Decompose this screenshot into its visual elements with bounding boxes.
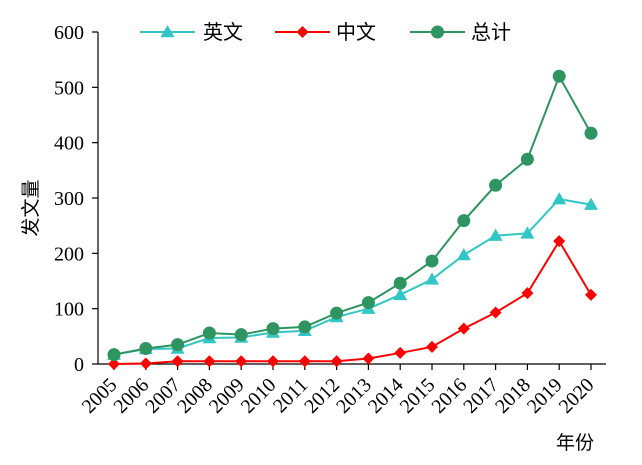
y-tick-label: 500 [54, 77, 84, 99]
axes: 0100200300400500600200520062007200820092… [54, 22, 606, 418]
data-point [489, 178, 503, 192]
data-point [266, 322, 280, 336]
data-point [107, 348, 121, 362]
y-axis-title: 发文量 [20, 179, 42, 236]
data-point [584, 197, 598, 210]
data-point [393, 287, 408, 301]
legend-marker [431, 25, 444, 39]
x-tick-label: 2020 [555, 374, 599, 418]
series-line [113, 198, 592, 356]
data-point [235, 355, 248, 368]
data-point [553, 235, 566, 248]
data-point [330, 306, 344, 320]
data-point [552, 69, 566, 83]
series-1 [107, 192, 598, 360]
data-point [108, 358, 120, 370]
data-point [330, 355, 343, 368]
legend-item: 英文 [140, 20, 243, 44]
data-point [267, 355, 279, 368]
y-tick-label: 100 [54, 299, 84, 321]
data-point [202, 326, 216, 340]
data-point [457, 322, 470, 335]
x-axis-title: 年份 [556, 432, 594, 454]
series-line [113, 239, 592, 365]
data-point [552, 192, 567, 205]
data-point [361, 296, 375, 310]
data-point [298, 355, 311, 368]
y-tick-label: 0 [74, 354, 84, 376]
legend-marker [160, 25, 175, 38]
legend: 英文 中文 总计 [140, 20, 511, 44]
y-tick-label: 300 [54, 188, 84, 210]
data-point [203, 355, 216, 368]
legend-label: 中文 [336, 20, 376, 44]
series-3 [107, 69, 598, 362]
data-point [234, 328, 248, 342]
data-point [298, 320, 312, 334]
legend-label: 总计 [471, 20, 511, 44]
data-point [457, 214, 471, 228]
data-point [520, 152, 534, 166]
series-lines [107, 69, 598, 370]
data-point [425, 272, 439, 285]
legend-label: 英文 [203, 20, 243, 44]
data-point [394, 346, 407, 359]
legend-item: 总计 [410, 20, 511, 44]
data-point [171, 338, 185, 352]
series-2 [108, 235, 597, 370]
data-point [521, 287, 534, 300]
data-point [425, 254, 439, 268]
series-line [113, 73, 592, 356]
legend-item: 中文 [275, 20, 376, 44]
data-point [139, 342, 153, 356]
data-point [520, 226, 535, 239]
legend-marker [296, 26, 309, 38]
data-point [456, 247, 471, 261]
y-tick-label: 200 [54, 243, 84, 265]
data-point [584, 126, 598, 140]
data-point [362, 352, 375, 365]
data-point [489, 306, 502, 319]
y-tick-label: 600 [54, 22, 84, 44]
data-point [139, 357, 152, 370]
data-point [426, 340, 438, 353]
y-tick-label: 400 [54, 133, 84, 155]
data-point [393, 276, 407, 290]
data-point [488, 228, 503, 241]
data-point [171, 355, 184, 368]
data-point [585, 288, 597, 301]
